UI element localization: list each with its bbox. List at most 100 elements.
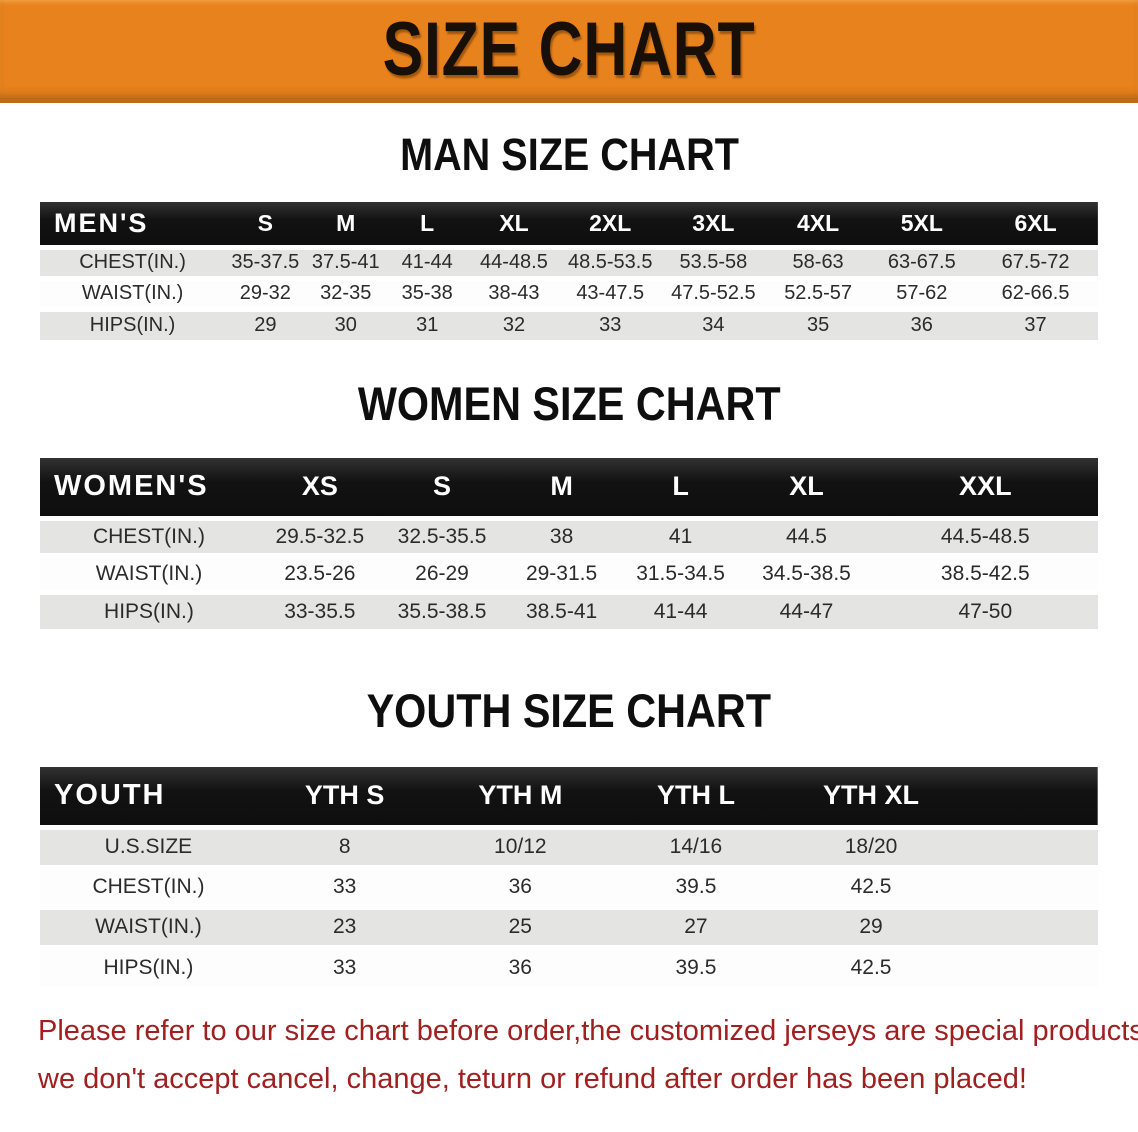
youth-header-row: YOUTH YTH S YTH M YTH L YTH XL	[40, 767, 1098, 827]
order-disclaimer: Please refer to our size chart before or…	[38, 1007, 1138, 1103]
size-cell: 37.5-41	[311, 251, 380, 273]
size-cell: 63-67.5	[887, 251, 956, 273]
banner-title: SIZE CHART	[382, 6, 756, 92]
size-cell: 33	[599, 314, 622, 337]
women-section-heading: WOMEN SIZE CHART	[357, 377, 781, 430]
size-cell: 29	[859, 915, 883, 938]
size-cell: 34	[702, 314, 725, 337]
size-cell: 14/16	[669, 835, 723, 858]
size-cell: 32	[502, 314, 526, 337]
row-label: CHEST(IN.)	[79, 251, 186, 273]
men-size-col: S	[257, 209, 274, 236]
size-cell: 44-48.5	[480, 251, 548, 273]
size-cell: 41-44	[401, 251, 453, 273]
size-cell: 38.5-42.5	[940, 561, 1030, 585]
men-group-label: MEN'S	[54, 207, 149, 238]
men-size-col: L	[420, 209, 435, 236]
size-cell: 44-47	[779, 599, 834, 623]
size-cell: 10/12	[494, 835, 547, 858]
men-header-row: MEN'S S M L XL 2XL 3XL 4XL 5XL 6XL	[40, 202, 1098, 247]
size-cell: 43-47.5	[576, 282, 645, 304]
spacer-cell	[958, 827, 1098, 867]
youth-ussize-row: U.S.SIZE 8 10/12 14/16 18/20	[40, 827, 1098, 867]
size-cell: 47.5-52.5	[671, 282, 756, 304]
men-section-heading: MAN SIZE CHART	[399, 129, 739, 180]
size-cell: 38	[549, 524, 574, 548]
row-label: WAIST(IN.)	[95, 915, 202, 938]
women-size-col: XXL	[959, 471, 1012, 502]
men-size-col: M	[336, 209, 356, 236]
disclaimer-line-2: we don't accept cancel, change, teturn o…	[38, 1063, 1027, 1095]
row-label: HIPS(IN.)	[103, 956, 194, 980]
women-chest-row: CHEST(IN.) 29.5-32.5 32.5-35.5 38 41 44.…	[40, 518, 1098, 555]
men-size-col: 6XL	[1014, 209, 1057, 236]
men-size-col: 3XL	[692, 209, 735, 236]
men-waist-row: WAIST(IN.) 29-32 32-35 35-38 38-43 43-47…	[40, 278, 1098, 309]
size-cell: 58-63	[792, 251, 844, 273]
women-size-table: WOMEN'S XS S M L XL XXL CHEST(IN.) 29.5-…	[40, 458, 1098, 629]
women-hips-row: HIPS(IN.) 33-35.5 35.5-38.5 38.5-41 41-4…	[40, 592, 1098, 629]
women-header-row: WOMEN'S XS S M L XL XXL	[40, 458, 1098, 518]
youth-section-heading: YOUTH SIZE CHART	[366, 684, 772, 737]
size-cell: 52.5-57	[784, 282, 853, 304]
youth-chest-row: CHEST(IN.) 33 36 39.5 42.5	[40, 867, 1098, 907]
row-label: WAIST(IN.)	[81, 282, 184, 304]
women-size-col: M	[550, 471, 573, 502]
men-chest-row: CHEST(IN.) 35-37.5 37.5-41 41-44 44-48.5…	[40, 247, 1098, 278]
size-cell: 31	[416, 314, 439, 337]
size-cell: 29-32	[239, 282, 291, 304]
size-cell: 23	[333, 915, 357, 938]
size-cell: 35.5-38.5	[397, 599, 487, 623]
disclaimer-line-1: Please refer to our size chart before or…	[38, 1015, 1138, 1047]
size-cell: 53.5-58	[679, 251, 748, 273]
youth-size-col: YTH M	[478, 780, 563, 811]
women-size-col: L	[672, 471, 689, 502]
men-size-col: 5XL	[900, 209, 943, 236]
women-size-col: S	[433, 471, 452, 502]
size-cell: 41-44	[653, 599, 708, 623]
men-hips-row: HIPS(IN.) 29 30 31 32 33 34 35 36 37	[40, 309, 1098, 340]
size-cell: 18/20	[844, 835, 898, 858]
size-cell: 36	[910, 314, 933, 337]
size-cell: 41	[668, 524, 693, 548]
women-size-col: XS	[301, 471, 338, 502]
men-size-table: MEN'S S M L XL 2XL 3XL 4XL 5XL 6XL CHEST…	[40, 202, 1098, 340]
spacer-cell	[958, 907, 1098, 947]
size-cell: 38.5-41	[525, 599, 598, 623]
size-cell: 36	[508, 956, 532, 980]
size-cell: 33-35.5	[284, 599, 356, 623]
row-label: HIPS(IN.)	[104, 599, 194, 623]
youth-size-col: YTH XL	[823, 780, 920, 811]
youth-group-label: YOUTH	[54, 779, 166, 812]
youth-hips-row: HIPS(IN.) 33 36 39.5 42.5	[40, 947, 1098, 987]
size-cell: 33	[333, 956, 357, 980]
men-size-col: 2XL	[589, 209, 632, 236]
women-waist-row: WAIST(IN.) 23.5-26 26-29 29-31.5 31.5-34…	[40, 555, 1098, 592]
size-cell: 29	[254, 314, 277, 337]
size-cell: 35-38	[401, 282, 453, 304]
size-cell: 42.5	[850, 875, 892, 898]
size-cell: 44.5-48.5	[940, 524, 1030, 548]
row-label: U.S.SIZE	[104, 835, 193, 858]
spacer-col	[958, 767, 1098, 827]
women-size-table-wrap: WOMEN'S XS S M L XL XXL CHEST(IN.) 29.5-…	[40, 458, 1098, 629]
men-size-col: XL	[499, 209, 529, 236]
size-cell: 25	[508, 915, 532, 938]
size-cell: 44.5	[786, 524, 827, 548]
size-cell: 35	[806, 314, 830, 337]
size-cell: 8	[338, 835, 351, 858]
youth-size-col: YTH S	[304, 780, 385, 811]
size-cell: 23.5-26	[284, 561, 356, 585]
row-label: WAIST(IN.)	[95, 561, 203, 585]
size-cell: 33	[333, 875, 357, 898]
size-cell: 27	[684, 915, 708, 938]
size-chart-banner: SIZE CHART	[0, 0, 1138, 103]
youth-waist-row: WAIST(IN.) 23 25 27 29	[40, 907, 1098, 947]
size-cell: 47-50	[958, 599, 1013, 623]
size-cell: 38-43	[488, 282, 540, 304]
size-cell: 32-35	[320, 282, 372, 304]
spacer-cell	[958, 867, 1098, 907]
size-cell: 42.5	[850, 956, 892, 980]
men-size-col: 4XL	[797, 209, 840, 236]
row-label: CHEST(IN.)	[92, 524, 205, 548]
